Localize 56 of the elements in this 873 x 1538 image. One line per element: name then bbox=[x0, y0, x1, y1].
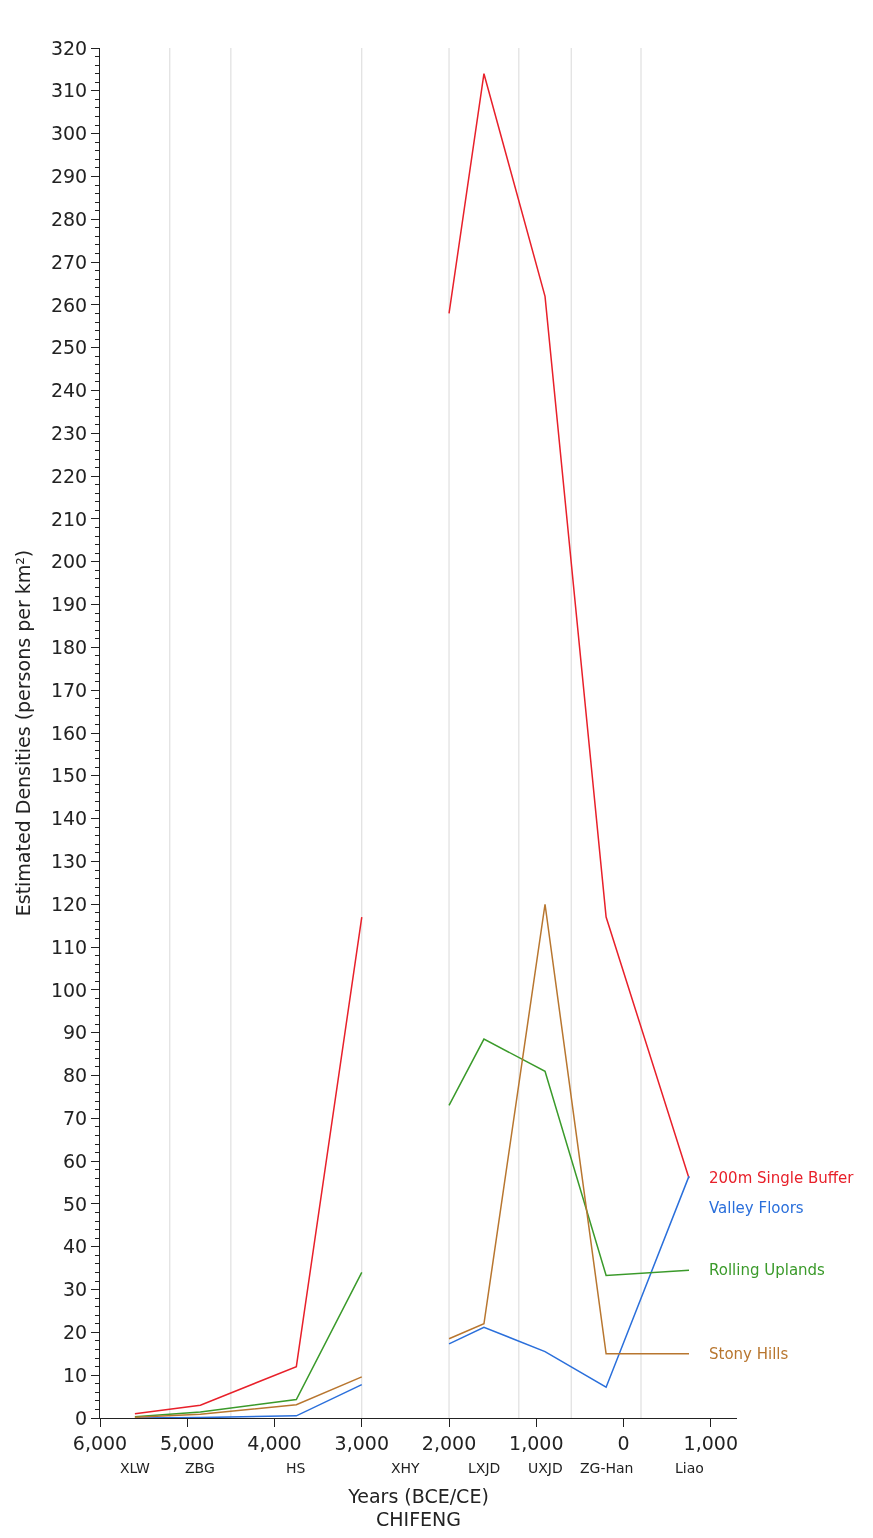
x-tick-label: 0 bbox=[617, 1431, 630, 1454]
y-tick-label: 320 bbox=[50, 36, 88, 59]
y-tick-label: 240 bbox=[50, 379, 88, 402]
y-tick-label: 110 bbox=[50, 935, 88, 958]
series-label: Rolling Uplands bbox=[709, 1261, 826, 1279]
text: ZBG bbox=[185, 1460, 215, 1476]
series-label: Stony Hills bbox=[709, 1345, 789, 1363]
y-tick-label: 280 bbox=[50, 207, 88, 230]
text: CHIFENG bbox=[375, 1508, 462, 1530]
y-tick-label: 270 bbox=[50, 250, 88, 273]
x-tick-label: 5,000 bbox=[160, 1431, 215, 1454]
y-tick-label: 310 bbox=[50, 79, 88, 102]
y-tick-label: 160 bbox=[50, 721, 88, 744]
y-tick-label: 120 bbox=[50, 892, 88, 915]
x-tick-label: 6,000 bbox=[72, 1431, 128, 1454]
y-tick-label: 50 bbox=[63, 1192, 88, 1215]
y-tick-label: 130 bbox=[50, 850, 88, 873]
y-tick-label: 260 bbox=[50, 293, 88, 316]
y-axis-title: Estimated Densities (persons per km²) bbox=[11, 549, 34, 917]
y-tick-label: 60 bbox=[63, 1149, 88, 1172]
text: HS bbox=[286, 1460, 306, 1476]
y-tick-label: 100 bbox=[50, 978, 88, 1001]
series-label: Valley Floors bbox=[709, 1199, 804, 1217]
y-tick-label: 300 bbox=[50, 122, 88, 145]
y-tick-label: 190 bbox=[50, 593, 88, 616]
series-label: 200m Single Buffer bbox=[709, 1169, 855, 1187]
y-tick-label: 170 bbox=[50, 678, 88, 701]
x-tick-label: 3,000 bbox=[334, 1431, 389, 1454]
text: XLW bbox=[120, 1460, 151, 1476]
y-tick-label: 250 bbox=[50, 336, 88, 359]
text: LXJD bbox=[468, 1460, 501, 1476]
y-tick-label: 80 bbox=[63, 1064, 88, 1087]
x-tick-label: 4,000 bbox=[247, 1431, 302, 1454]
y-tick-label: 10 bbox=[63, 1363, 88, 1386]
x-tick-label: 1,000 bbox=[683, 1431, 739, 1454]
y-tick-label: 30 bbox=[63, 1278, 88, 1301]
x-axis-title: Years (BCE/CE) bbox=[347, 1484, 489, 1507]
text: Liao bbox=[675, 1460, 704, 1476]
y-tick-label: 20 bbox=[63, 1321, 88, 1344]
y-tick-label: 0 bbox=[75, 1406, 88, 1429]
text: ZG-Han bbox=[580, 1460, 634, 1476]
y-tick-label: 150 bbox=[50, 764, 88, 787]
text: UXJD bbox=[528, 1460, 563, 1476]
y-tick-label: 290 bbox=[50, 165, 88, 188]
x-tick-label: 1,000 bbox=[509, 1431, 564, 1454]
y-tick-label: 180 bbox=[50, 636, 88, 659]
text: XHY bbox=[391, 1460, 421, 1476]
y-tick-label: 220 bbox=[50, 464, 88, 487]
x-tick-label: 2,000 bbox=[421, 1431, 477, 1454]
y-tick-label: 140 bbox=[50, 807, 88, 830]
y-tick-label: 210 bbox=[50, 507, 88, 530]
y-tick-label: 40 bbox=[63, 1235, 88, 1258]
y-tick-label: 230 bbox=[50, 421, 88, 444]
y-tick-label: 90 bbox=[63, 1021, 88, 1044]
y-tick-label: 70 bbox=[63, 1106, 88, 1129]
y-tick-label: 200 bbox=[50, 550, 88, 573]
